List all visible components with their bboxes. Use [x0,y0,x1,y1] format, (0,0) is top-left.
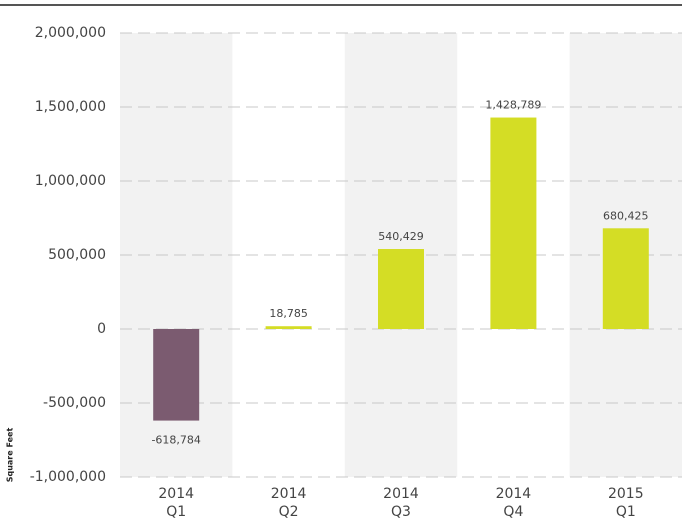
bar [490,117,537,329]
x-tick-label: 2014 [383,486,419,502]
x-tick-label: 2014 [271,486,307,502]
value-label: 680,425 [603,209,649,222]
x-tick-label: Q2 [279,504,299,520]
y-axis-label: Square Feet [6,428,15,483]
y-tick-label: 500,000 [48,247,106,263]
x-tick-label: Q1 [616,504,636,520]
bar [265,326,312,329]
x-tick-label: 2014 [158,486,194,502]
y-tick-label: 1,500,000 [35,99,106,115]
y-tick-label: 2,000,000 [35,25,106,41]
x-tick-label: 2014 [496,486,532,502]
y-tick-label: 1,000,000 [35,173,106,189]
bar [378,249,424,329]
x-tick-label: Q3 [391,504,411,520]
x-tick-label: 2015 [608,486,644,502]
value-label: 540,429 [378,230,424,243]
x-tick-label: Q4 [503,504,523,520]
value-label: -618,784 [151,434,200,447]
y-tick-label: 0 [97,321,106,337]
y-tick-label: -500,000 [43,395,106,411]
bar [602,228,649,329]
y-tick-label: -1,000,000 [30,469,106,485]
value-label: 18,785 [269,307,308,320]
x-tick-label: Q1 [166,504,186,520]
bar [153,329,200,421]
value-label: 1,428,789 [485,99,541,112]
